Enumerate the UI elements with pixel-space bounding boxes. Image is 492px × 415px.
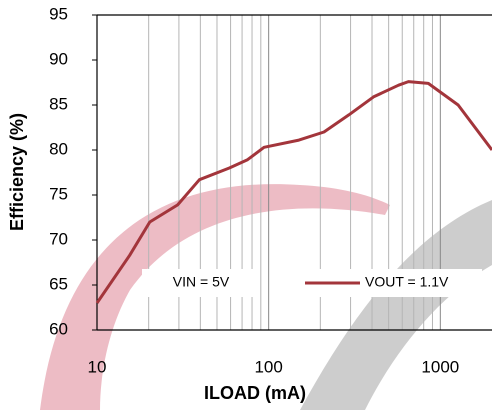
y-tick-label: 85 [49,94,68,113]
y-axis-title: Efficiency (%) [7,113,27,231]
watermark-arc [40,184,390,410]
y-tick-label: 90 [49,49,68,68]
x-tick-label: 10 [88,357,107,376]
watermark-arc [300,200,492,410]
x-tick-label: 100 [254,357,282,376]
x-tick-label: 1000 [421,357,459,376]
y-tick-label: 95 [49,4,68,23]
data-line [95,80,492,304]
legend-label: VOUT = 1.1V [365,274,449,290]
y-tick-label: 75 [49,184,68,203]
y-tick-label: 60 [49,319,68,338]
y-tick-label: 70 [49,229,68,248]
x-axis-title: ILOAD (mA) [204,383,306,403]
annotation-box [142,269,260,297]
annotation: VIN = 5V [173,274,230,290]
y-tick-label: 80 [49,139,68,158]
y-tick-label: 65 [49,274,68,293]
